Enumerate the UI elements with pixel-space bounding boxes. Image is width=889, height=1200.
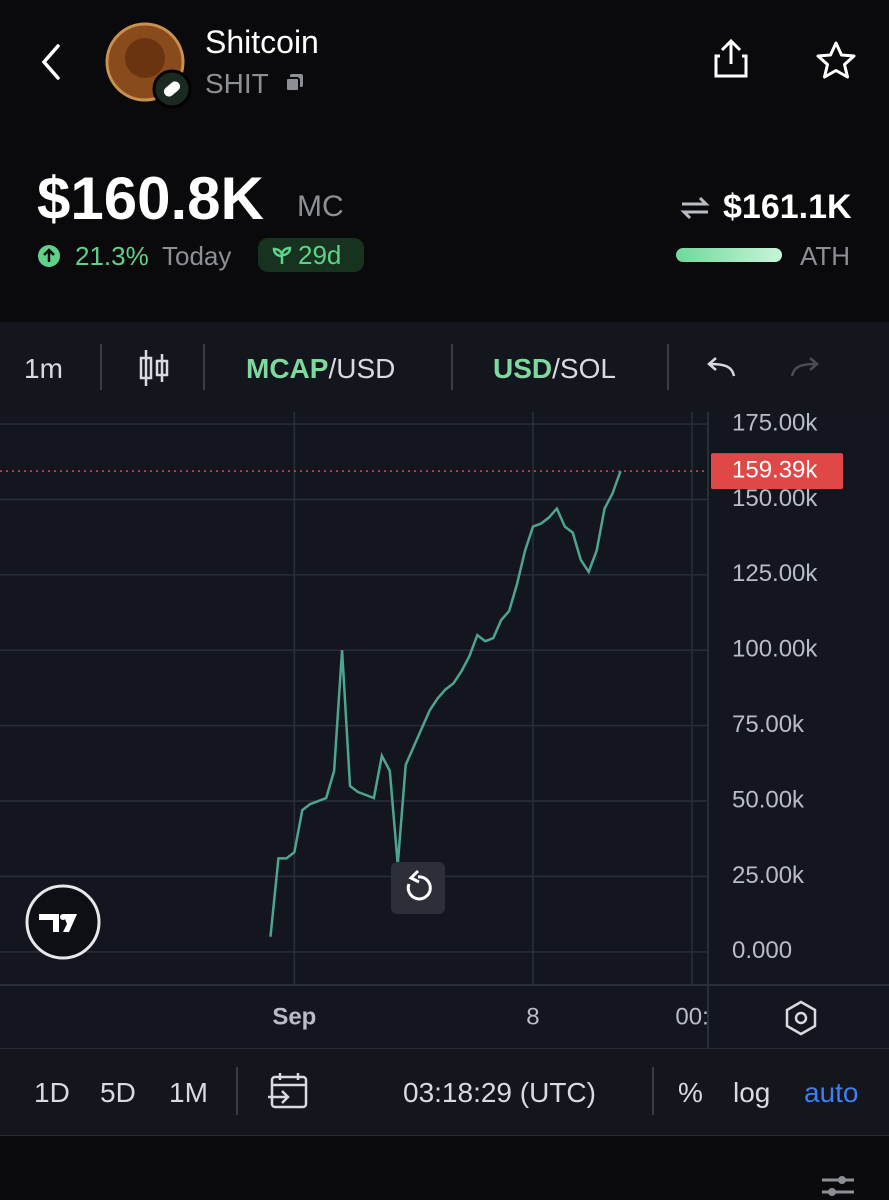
last-price-label: 159.39k <box>732 456 818 483</box>
market-cap: $160.8K <box>37 165 264 232</box>
tradingview-logo[interactable] <box>25 884 101 960</box>
change-period: Today <box>162 241 232 271</box>
mcap-quote[interactable]: /USD <box>328 353 396 384</box>
range-1m[interactable]: 1M <box>169 1077 208 1108</box>
y-tick-label: 150.00k <box>732 485 818 512</box>
x-tick-label: Sep <box>272 1003 316 1030</box>
undo-button[interactable] <box>704 356 738 380</box>
settings-icon[interactable] <box>818 1172 858 1200</box>
settings-hex[interactable] <box>785 1000 817 1036</box>
token-avatar <box>105 22 192 109</box>
up-icon <box>38 245 60 267</box>
market-cap-unit: MC <box>297 190 344 223</box>
log-toggle[interactable]: log <box>733 1077 771 1108</box>
token-name: Shitcoin <box>205 24 319 60</box>
back-button[interactable] <box>36 42 66 82</box>
y-tick-label: 100.00k <box>732 636 818 663</box>
share-button[interactable] <box>712 38 750 80</box>
auto-toggle[interactable]: auto <box>804 1077 859 1108</box>
chart-toolbar: 1m MCAP/USD USD/SOL <box>0 322 889 413</box>
range-1d[interactable]: 1D <box>34 1077 70 1108</box>
range-5d[interactable]: 5D <box>100 1077 136 1108</box>
y-tick-label: 75.00k <box>732 711 805 738</box>
ath-label: ATH <box>800 241 851 271</box>
usd-toggle[interactable]: USD <box>493 353 553 384</box>
redo-button[interactable] <box>788 356 822 380</box>
age-badge: 29d <box>258 238 364 272</box>
usd-quote[interactable]: /SOL <box>552 353 616 384</box>
last-price-badge <box>711 453 843 490</box>
mcap-toggle[interactable]: MCAP <box>246 353 329 384</box>
ath-progress <box>676 248 782 262</box>
ath-value: $161.1K <box>723 188 852 226</box>
y-tick-label: 50.00k <box>732 786 805 813</box>
interval[interactable]: 1m <box>24 353 63 384</box>
price-line <box>269 470 622 937</box>
utc-time: 03:18:29 (UTC) <box>403 1077 596 1108</box>
copy-icon[interactable] <box>284 72 306 94</box>
percent-toggle[interactable]: % <box>678 1077 703 1108</box>
chart-footer: 1D 5D 1M 03:18:29 (UTC) % log auto <box>0 1048 889 1136</box>
y-tick-label: 0.000 <box>732 937 792 964</box>
sprout-icon <box>272 246 292 264</box>
swap-icon <box>680 196 710 220</box>
candle-type-icon[interactable] <box>138 348 170 388</box>
y-tick-label: 25.00k <box>732 862 805 889</box>
y-tick-label: 175.00k <box>732 412 818 436</box>
chart: 0.000 25.00k 50.00k 75.00k 100.00k 125.00k 150… <box>0 412 889 1048</box>
settings-dot <box>794 1011 808 1025</box>
change-percent: 21.3% <box>75 241 149 271</box>
y-tick-label: 125.00k <box>732 560 818 587</box>
reset-chart-button[interactable] <box>391 862 445 914</box>
x-tick-label: 8 <box>526 1003 539 1030</box>
token-ticker: SHIT <box>205 68 269 99</box>
x-tick-label: 00: <box>675 1003 708 1030</box>
favorite-button[interactable] <box>814 40 858 80</box>
age: 29d <box>298 240 342 270</box>
goto-date-button[interactable] <box>266 1071 310 1113</box>
